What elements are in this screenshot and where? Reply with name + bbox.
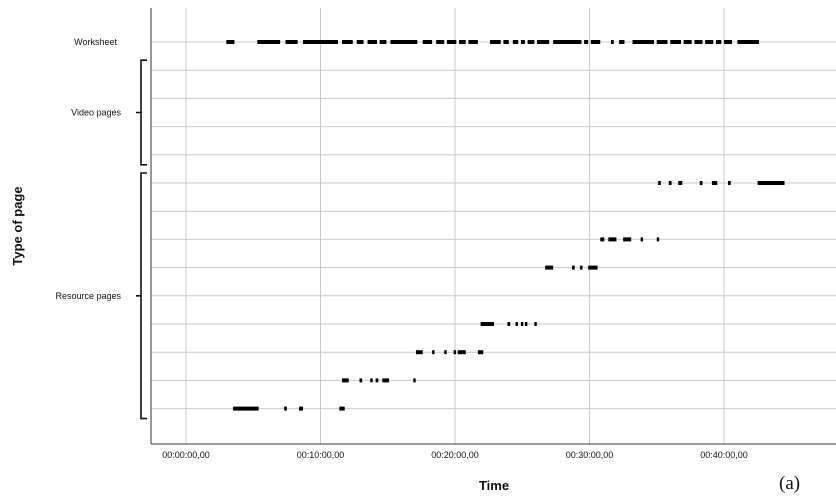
x-tick-label: 00:10:00,00 xyxy=(297,450,345,460)
activity-mark xyxy=(658,181,661,185)
activity-mark xyxy=(226,40,235,44)
activity-mark xyxy=(545,265,554,270)
activity-mark xyxy=(757,181,785,185)
x-tick-label: 00:40:00,00 xyxy=(700,450,748,460)
activity-mark xyxy=(298,406,304,411)
activity-mark xyxy=(656,40,668,44)
activity-mark xyxy=(584,40,589,44)
activity-mark xyxy=(678,181,683,185)
activity-mark xyxy=(453,350,457,355)
activity-mark xyxy=(507,322,511,326)
activity-mark xyxy=(356,40,364,44)
activity-mark xyxy=(379,40,387,44)
activity-mark xyxy=(359,378,363,383)
activity-mark xyxy=(233,406,259,411)
activity-mark xyxy=(367,40,377,44)
axes xyxy=(150,8,836,445)
activity-mark xyxy=(457,350,466,355)
activity-mark xyxy=(537,40,550,44)
activity-mark xyxy=(303,40,338,44)
x-tick-label: 00:00:00,00 xyxy=(162,450,210,460)
activity-mark xyxy=(257,40,281,44)
activity-mark xyxy=(699,181,703,185)
activity-mark xyxy=(413,378,416,383)
activity-mark xyxy=(588,265,598,270)
x-axis-title: Time xyxy=(479,478,509,493)
activity-mark xyxy=(608,237,617,242)
panel-label: (a) xyxy=(779,473,800,494)
group-bracket xyxy=(136,59,147,166)
activity-mark xyxy=(737,40,759,44)
activity-mark xyxy=(520,322,524,326)
activity-mark xyxy=(285,40,298,44)
activity-mark xyxy=(512,40,519,44)
x-tick-label: 00:20:00,00 xyxy=(431,450,479,460)
x-tick-labels: 00:00:00,00 00:10:00,00 00:20:00,00 00:30:0… xyxy=(162,450,748,460)
activity-mark xyxy=(375,378,379,383)
activity-mark xyxy=(436,40,445,44)
activity-mark xyxy=(572,265,575,270)
activity-mark xyxy=(515,322,518,326)
activity-mark xyxy=(694,40,703,44)
activity-mark xyxy=(632,40,655,44)
activity-mark xyxy=(580,265,583,270)
activity-mark xyxy=(534,322,537,326)
activity-mark xyxy=(284,406,287,411)
activity-mark xyxy=(670,40,681,44)
activity-mark xyxy=(446,40,457,44)
activity-mark xyxy=(432,350,435,355)
activity-mark xyxy=(683,40,692,44)
activity-mark xyxy=(468,40,478,44)
activity-mark xyxy=(623,237,632,242)
activity-mark xyxy=(600,237,605,242)
activity-mark xyxy=(619,40,625,44)
activity-mark xyxy=(715,40,722,44)
activity-mark xyxy=(705,40,714,44)
activity-mark xyxy=(370,378,373,383)
activity-mark xyxy=(590,40,601,44)
activity-mark xyxy=(503,40,509,44)
activity-mark xyxy=(480,322,495,326)
activity-mark xyxy=(640,237,644,242)
activity-mark xyxy=(422,40,433,44)
activity-mark xyxy=(724,40,733,44)
category-label: Resource pages xyxy=(55,291,121,301)
activity-mark xyxy=(524,322,528,326)
y-axis-title: Type of page xyxy=(10,186,25,265)
grid-lines xyxy=(151,8,836,444)
activity-mark xyxy=(444,350,447,355)
activity-mark xyxy=(477,350,484,355)
activity-mark xyxy=(668,181,672,185)
activity-mark xyxy=(489,40,501,44)
activity-mark xyxy=(342,378,349,383)
activity-mark xyxy=(527,40,535,44)
category-label: Video pages xyxy=(71,108,121,118)
category-label: Worksheet xyxy=(74,37,117,47)
activity-mark xyxy=(656,237,660,242)
activity-mark xyxy=(390,40,418,44)
activity-mark xyxy=(459,40,466,44)
activity-mark xyxy=(382,378,390,383)
activity-mark xyxy=(553,40,582,44)
activity-mark xyxy=(611,40,614,44)
x-tick-label: 00:30:00,00 xyxy=(566,450,614,460)
data-marks xyxy=(226,40,785,411)
activity-mark xyxy=(415,350,423,355)
activity-mark xyxy=(339,406,345,411)
category-labels: Worksheet Video pages Resource pages xyxy=(55,37,147,420)
activity-mark xyxy=(520,40,525,44)
group-bracket xyxy=(136,172,147,420)
activity-mark xyxy=(728,181,731,185)
activity-mark xyxy=(342,40,353,44)
activity-mark xyxy=(711,181,718,185)
